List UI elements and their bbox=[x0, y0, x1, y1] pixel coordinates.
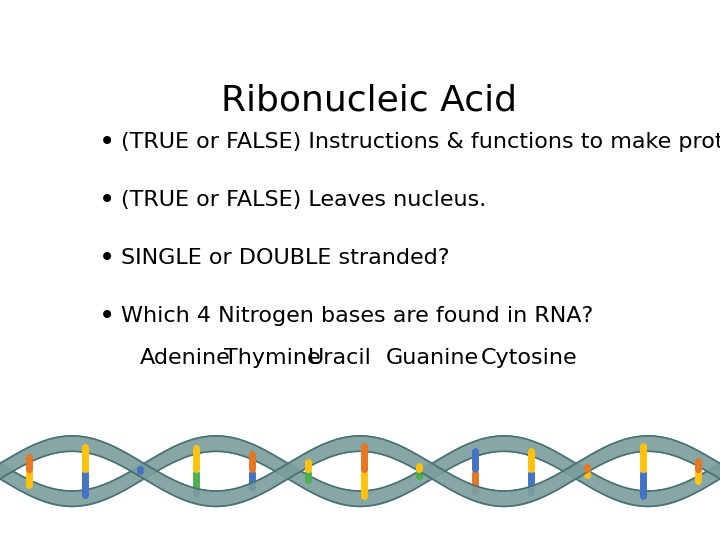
Text: •: • bbox=[99, 244, 115, 272]
Text: Uracil: Uracil bbox=[307, 348, 372, 368]
Text: (TRUE or FALSE) Instructions & functions to make proteins.: (TRUE or FALSE) Instructions & functions… bbox=[121, 132, 720, 152]
Text: Adenine: Adenine bbox=[140, 348, 231, 368]
Text: Cytosine: Cytosine bbox=[481, 348, 577, 368]
Text: Which 4 Nitrogen bases are found in RNA?: Which 4 Nitrogen bases are found in RNA? bbox=[121, 306, 593, 326]
Text: SINGLE or DOUBLE stranded?: SINGLE or DOUBLE stranded? bbox=[121, 248, 449, 268]
Text: Thymine: Thymine bbox=[224, 348, 320, 368]
Text: •: • bbox=[99, 302, 115, 330]
Text: •: • bbox=[99, 186, 115, 214]
Text: Guanine: Guanine bbox=[386, 348, 479, 368]
Text: Ribonucleic Acid: Ribonucleic Acid bbox=[221, 84, 517, 118]
Text: (TRUE or FALSE) Leaves nucleus.: (TRUE or FALSE) Leaves nucleus. bbox=[121, 190, 486, 210]
Text: •: • bbox=[99, 128, 115, 156]
